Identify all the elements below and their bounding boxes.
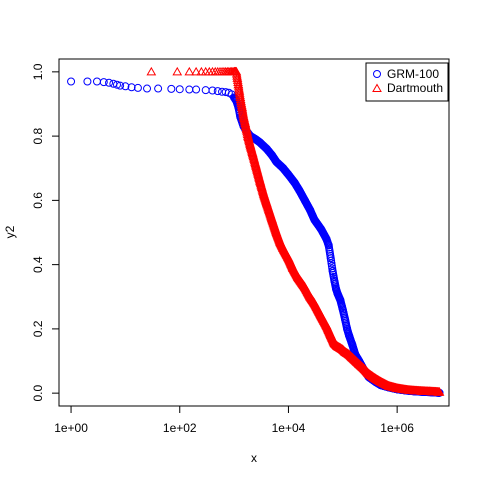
point-grm-100-332 [327,259,336,268]
point-dartmouth-626 [434,387,445,396]
x-tick-label-1: 1e+02 [163,421,197,435]
point-grm-100-15 [185,85,194,94]
point-dartmouth-82 [233,79,244,89]
point-grm-100-16 [192,85,201,94]
series-grm-100 [67,77,444,397]
point-dartmouth-76 [231,66,242,76]
point-dartmouth-0 [146,66,157,76]
point-grm-100-11 [143,84,152,93]
point-grm-100-0 [67,77,76,86]
point-grm-100-1 [83,77,92,86]
legend: GRM-100 Dartmouth [365,62,449,102]
point-dartmouth-2 [184,66,195,76]
point-grm-100-12 [154,84,163,93]
point-grm-100-3 [99,78,108,87]
point-grm-100-17 [201,86,210,95]
point-grm-100-13 [167,84,176,93]
point-grm-100-331 [327,256,336,265]
legend-marker-dartmouth [372,83,382,92]
y-tick-label-2: 0.4 [31,256,45,273]
point-grm-100-8 [121,82,130,91]
x-tick-label-0: 1e+00 [54,421,88,435]
point-dartmouth-1 [172,66,183,76]
point-dartmouth-84 [234,83,244,93]
point-dartmouth-85 [234,86,245,95]
y-axis-label: y2 [3,225,17,238]
legend-box [365,62,449,102]
series-layer [67,66,445,397]
point-grm-100-10 [133,83,142,92]
point-grm-100-9 [127,83,136,92]
y-tick-label-0: 0.0 [31,384,45,401]
plot-frame [58,58,450,407]
axes-layer: 1e+00 1e+02 1e+04 1e+06 0.0 0.2 0.4 0.6 0.8 1.0 [31,63,414,435]
x-tick-label-3: 1e+06 [380,421,414,435]
legend-marker-grm-100 [373,70,381,78]
x-axis-label: x [251,451,257,465]
y-tick-label-4: 0.8 [31,127,45,144]
point-grm-100-6 [112,80,121,89]
point-dartmouth-78 [232,71,242,80]
y-tick-label-1: 0.2 [31,320,45,337]
point-grm-100-18 [208,86,217,95]
point-dartmouth-81 [233,77,243,87]
legend-label-dartmouth: Dartmouth [387,81,443,95]
point-grm-100-19 [213,87,222,96]
point-grm-100-330 [326,254,335,263]
y-tick-label-5: 1.0 [31,63,45,80]
legend-label-grm-100: GRM-100 [387,67,439,81]
point-grm-100-14 [175,85,184,94]
y-tick-label-3: 0.6 [31,192,45,209]
point-grm-100-7 [116,81,125,90]
point-grm-100-4 [105,78,114,87]
point-grm-100-2 [92,77,101,86]
point-dartmouth-80 [232,75,243,84]
point-dartmouth-79 [232,73,243,82]
x-tick-label-2: 1e+04 [272,421,306,435]
series-dartmouth [146,66,445,396]
point-dartmouth-3 [191,66,201,76]
point-dartmouth-77 [231,68,242,78]
point-dartmouth-83 [233,81,244,91]
